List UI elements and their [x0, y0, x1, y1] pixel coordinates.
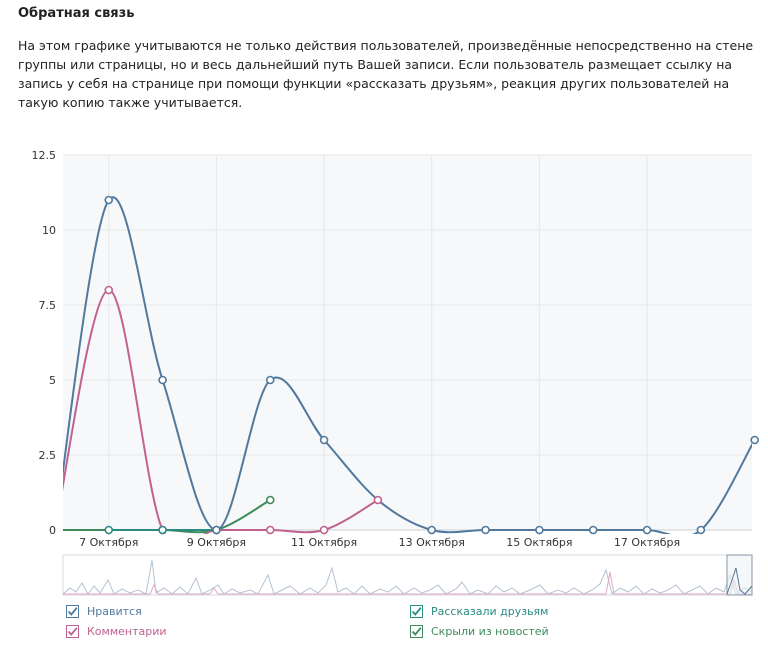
- data-point-likes[interactable]: [535, 525, 544, 535]
- comments-checkbox[interactable]: [66, 625, 79, 638]
- page-title: Обратная связь: [18, 6, 135, 21]
- chart-description: На этом графике учитываются не только де…: [18, 38, 754, 110]
- data-point-likes[interactable]: [588, 525, 598, 535]
- legend-label-shared: Рассказали друзьям: [431, 605, 549, 618]
- navigator-likes-sparkline: [62, 559, 753, 595]
- data-point-comments[interactable]: [373, 495, 383, 505]
- shared-checkbox[interactable]: [410, 605, 423, 618]
- x-tick-label: 17 Октября: [614, 536, 680, 549]
- data-point-likes[interactable]: [427, 525, 437, 535]
- y-tick-label: 7.5: [39, 299, 57, 312]
- x-tick-label: 7 Октября: [79, 536, 138, 549]
- navigator-background: [62, 554, 753, 596]
- y-tick-label: 5: [49, 374, 56, 387]
- y-tick-label: 2.5: [39, 449, 57, 462]
- chart-grid: [63, 154, 752, 530]
- data-point-comments[interactable]: [265, 525, 275, 535]
- y-tick-label: 0: [49, 524, 56, 537]
- data-point-likes[interactable]: [481, 525, 490, 535]
- navigator-selected-sparkline: [726, 567, 753, 595]
- check-icon: [67, 607, 78, 616]
- check-icon: [67, 627, 78, 636]
- x-tick-label: 13 Октября: [399, 536, 465, 549]
- legend-item-comments[interactable]: Комментарии: [66, 625, 167, 638]
- x-tick-label: 9 Октября: [187, 536, 246, 549]
- legend-item-hidden[interactable]: Скрыли из новостей: [410, 625, 549, 638]
- legend-label-likes: Нравится: [87, 605, 142, 618]
- legend-label-hidden: Скрыли из новостей: [431, 625, 549, 638]
- data-point-likes[interactable]: [104, 195, 114, 205]
- x-tick-label: 11 Октября: [291, 536, 357, 549]
- data-point-likes[interactable]: [265, 375, 275, 385]
- plot-background: [63, 155, 752, 530]
- check-icon: [411, 607, 422, 616]
- series-line-comments: [63, 289, 379, 534]
- legend-label-comments: Комментарии: [87, 625, 167, 638]
- data-point-comments[interactable]: [104, 285, 114, 295]
- data-point-likes[interactable]: [158, 375, 167, 385]
- feedback-line-chart: 0 2.5 5 7.5 10 12.5 7 Октября 9 Октября 11 Октяб…: [32, 149, 759, 596]
- x-tick-label: 15 Октября: [506, 536, 572, 549]
- data-point-likes[interactable]: [642, 525, 652, 535]
- likes-checkbox[interactable]: [66, 605, 79, 618]
- data-point-likes[interactable]: [212, 525, 221, 535]
- data-point-shared[interactable]: [158, 525, 167, 535]
- data-point-likes[interactable]: [750, 435, 759, 445]
- series-markers: [104, 195, 759, 535]
- data-point-comments[interactable]: [319, 525, 329, 535]
- check-icon: [411, 627, 422, 636]
- axis-ticks: 0 2.5 5 7.5 10 12.5 7 Октября 9 Октября 11 Октяб…: [32, 149, 681, 549]
- data-point-hidden[interactable]: [265, 495, 275, 505]
- legend-item-likes[interactable]: Нравится: [66, 605, 142, 618]
- data-point-shared[interactable]: [104, 525, 114, 535]
- legend-item-shared[interactable]: Рассказали друзьям: [410, 605, 548, 618]
- hidden-checkbox[interactable]: [410, 625, 423, 638]
- data-point-likes[interactable]: [696, 525, 706, 535]
- y-tick-label: 10: [42, 224, 56, 237]
- data-point-likes[interactable]: [319, 435, 329, 445]
- y-tick-label: 12.5: [32, 149, 57, 162]
